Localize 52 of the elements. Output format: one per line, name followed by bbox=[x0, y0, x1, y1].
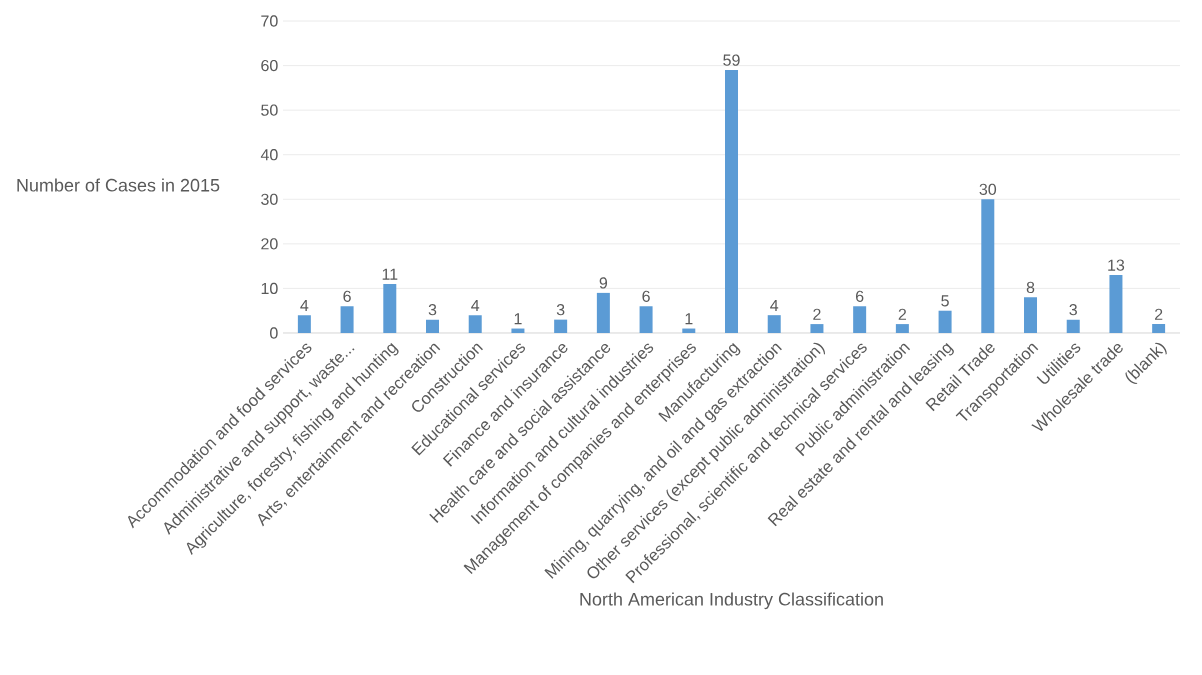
data-label: 6 bbox=[343, 290, 351, 302]
data-label: 2 bbox=[1155, 308, 1163, 320]
y-tick-label: 30 bbox=[261, 193, 278, 205]
bar bbox=[297, 315, 311, 333]
bar bbox=[554, 319, 568, 333]
data-label: 3 bbox=[428, 304, 437, 316]
bar bbox=[639, 306, 653, 333]
y-tick-label: 20 bbox=[261, 238, 278, 250]
data-label: 3 bbox=[1069, 304, 1077, 316]
y-tick-label: 50 bbox=[261, 104, 278, 116]
data-label: 13 bbox=[1108, 259, 1125, 271]
bar bbox=[1152, 324, 1166, 333]
bar bbox=[725, 70, 739, 333]
data-label: 6 bbox=[642, 290, 650, 302]
bar bbox=[767, 315, 781, 333]
y-tick-label: 40 bbox=[260, 149, 278, 161]
y-tick-label: 10 bbox=[261, 282, 278, 295]
bar bbox=[981, 199, 995, 333]
data-label: 4 bbox=[300, 299, 309, 311]
data-label: 1 bbox=[685, 313, 693, 325]
bar bbox=[511, 328, 525, 333]
data-label: 6 bbox=[856, 290, 864, 302]
bar bbox=[468, 315, 482, 333]
data-label: 59 bbox=[723, 54, 740, 66]
bar bbox=[1109, 275, 1123, 333]
bar bbox=[810, 324, 824, 333]
bar bbox=[682, 328, 696, 333]
bar bbox=[426, 319, 440, 333]
bar bbox=[383, 283, 397, 333]
data-label: 30 bbox=[979, 183, 997, 196]
y-tick-label: 70 bbox=[261, 15, 278, 27]
bar bbox=[340, 306, 354, 333]
y-tick-label: 60 bbox=[261, 59, 278, 72]
data-label: 4 bbox=[471, 299, 480, 311]
data-label: 4 bbox=[770, 299, 779, 311]
data-label: 1 bbox=[514, 313, 522, 325]
bar bbox=[596, 292, 610, 333]
bar bbox=[1024, 297, 1038, 333]
bar bbox=[853, 306, 867, 333]
data-label: 11 bbox=[382, 268, 398, 280]
data-label: 3 bbox=[556, 304, 565, 316]
y-tick-label: 0 bbox=[270, 327, 278, 339]
data-label: 2 bbox=[898, 308, 907, 320]
data-label: 9 bbox=[599, 277, 608, 289]
bar bbox=[1066, 319, 1080, 333]
x-axis-title: North American Industry Classification bbox=[580, 592, 883, 610]
bar bbox=[938, 310, 952, 333]
data-label: 2 bbox=[813, 308, 821, 320]
y-axis-title: Number of Cases in 2015 bbox=[17, 178, 220, 192]
bar bbox=[895, 324, 909, 333]
data-label: 8 bbox=[1026, 281, 1035, 294]
data-label: 5 bbox=[941, 295, 949, 307]
